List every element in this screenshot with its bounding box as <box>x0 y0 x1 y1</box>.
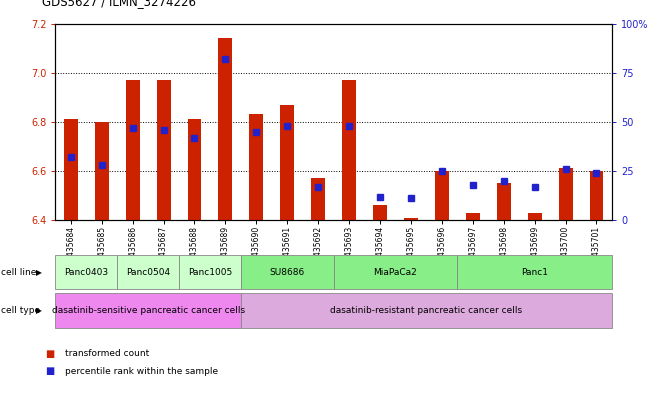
Bar <box>281 105 294 220</box>
Text: dasatinib-resistant pancreatic cancer cells: dasatinib-resistant pancreatic cancer ce… <box>330 306 523 315</box>
Text: percentile rank within the sample: percentile rank within the sample <box>65 367 218 376</box>
Text: dasatinib-sensitive pancreatic cancer cells: dasatinib-sensitive pancreatic cancer ce… <box>51 306 245 315</box>
Bar <box>311 178 325 220</box>
Bar <box>95 122 109 220</box>
Bar <box>404 218 418 220</box>
Text: Panc1: Panc1 <box>521 268 548 277</box>
Bar <box>157 80 171 220</box>
Text: cell line: cell line <box>1 268 36 277</box>
Bar <box>64 119 77 220</box>
Bar <box>187 119 201 220</box>
Text: ■: ■ <box>46 366 55 376</box>
Text: transformed count: transformed count <box>65 349 149 358</box>
Bar <box>559 169 572 220</box>
Text: Panc0403: Panc0403 <box>64 268 108 277</box>
Text: Panc0504: Panc0504 <box>126 268 170 277</box>
Bar <box>590 171 603 220</box>
Bar <box>466 213 480 220</box>
Bar <box>497 183 510 220</box>
Bar <box>528 213 542 220</box>
Bar <box>435 171 449 220</box>
Text: ▶: ▶ <box>36 306 42 315</box>
Bar <box>373 206 387 220</box>
Text: cell type: cell type <box>1 306 40 315</box>
Text: GDS5627 / ILMN_3274226: GDS5627 / ILMN_3274226 <box>42 0 197 8</box>
Text: Panc1005: Panc1005 <box>188 268 232 277</box>
Text: ▶: ▶ <box>36 268 42 277</box>
Bar <box>126 80 139 220</box>
Bar <box>249 114 263 220</box>
Text: MiaPaCa2: MiaPaCa2 <box>374 268 417 277</box>
Bar <box>342 80 356 220</box>
Text: SU8686: SU8686 <box>270 268 305 277</box>
Text: ■: ■ <box>46 349 55 359</box>
Bar <box>219 39 232 220</box>
